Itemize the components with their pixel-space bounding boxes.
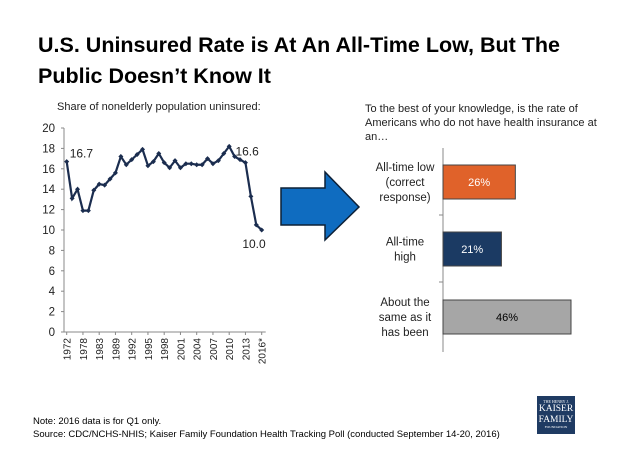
data-point: [183, 161, 189, 167]
bar-value-label: 21%: [461, 244, 483, 256]
data-point: [188, 161, 194, 167]
x-tick-label: 2010: [225, 338, 236, 361]
x-tick-label: 2004: [193, 338, 204, 361]
data-label: 16.7: [70, 147, 94, 161]
data-point: [237, 157, 243, 163]
data-point: [145, 163, 151, 169]
data-point: [161, 160, 167, 166]
bar-value-label: 26%: [468, 177, 490, 189]
bar-category-label: response): [379, 192, 430, 204]
source-text: Source: CDC/NCHS-NHIS; Kaiser Family Fou…: [33, 429, 500, 440]
y-tick-label: 8: [49, 245, 55, 257]
data-point: [75, 186, 81, 192]
y-tick-label: 0: [49, 327, 55, 339]
logo-text: KAISER: [538, 404, 574, 414]
data-point: [221, 151, 227, 156]
note-text: Note: 2016 data is for Q1 only.: [33, 416, 162, 427]
right-arrow-icon: [280, 170, 361, 242]
uninsured-rate-line: [65, 144, 263, 231]
bar: [442, 164, 516, 200]
logo-text: THE HENRY J.: [543, 399, 569, 404]
y-tick-label: 2: [49, 307, 55, 319]
bar-category-label: About the: [380, 297, 429, 309]
data-label: 10.0: [242, 237, 266, 251]
data-point: [129, 157, 135, 163]
data-point: [242, 160, 248, 166]
data-point: [156, 151, 162, 156]
x-tick-label: 2016*: [258, 338, 269, 364]
logo-text: FAMILY: [538, 414, 574, 425]
data-point: [64, 159, 70, 165]
data-point: [259, 227, 265, 233]
y-tick-label: 12: [42, 205, 55, 217]
data-point: [69, 195, 75, 201]
bar: [442, 231, 502, 267]
x-tick-label: 1983: [95, 338, 106, 361]
data-point: [80, 208, 86, 214]
x-tick-label: 1989: [111, 338, 122, 361]
footnotes: Note: 2016 data is for Q1 only. Source: …: [33, 415, 500, 441]
data-point: [210, 161, 216, 167]
bar-category-label: All-time: [386, 237, 424, 249]
data-point: [205, 156, 211, 162]
bar-category-label: All-time low: [376, 162, 435, 174]
y-tick-label: 6: [49, 266, 55, 278]
data-point: [248, 193, 254, 199]
y-tick-label: 14: [42, 184, 55, 196]
data-point: [118, 154, 124, 160]
data-point: [194, 162, 200, 168]
data-point: [167, 165, 173, 171]
data-point: [102, 182, 108, 188]
data-point: [112, 170, 118, 176]
y-tick-label: 16: [42, 164, 55, 176]
data-point: [85, 208, 91, 214]
data-point: [123, 162, 129, 168]
bar-category-label: has been: [381, 327, 428, 339]
data-point: [172, 158, 178, 164]
line-chart-title: Share of nonelderly population uninsured…: [57, 101, 261, 113]
kff-logo: THE HENRY J. KAISER FAMILY FOUNDATION: [537, 396, 575, 434]
data-point: [91, 187, 97, 193]
data-point: [107, 176, 113, 182]
y-tick-label: 10: [42, 225, 55, 237]
x-tick-label: 1978: [79, 338, 90, 361]
logo-text: FOUNDATION: [544, 425, 568, 429]
x-tick-label: 1992: [128, 338, 139, 361]
data-point: [140, 146, 146, 152]
bar-category-label: high: [394, 252, 416, 264]
data-point: [215, 158, 221, 164]
data-point: [199, 162, 205, 168]
x-tick-label: 1998: [160, 338, 171, 361]
bar-value-label: 46%: [496, 312, 518, 324]
data-point: [96, 181, 102, 187]
bar: [442, 299, 572, 335]
data-point: [177, 165, 183, 171]
y-tick-label: 4: [49, 286, 56, 298]
x-tick-label: 2013: [241, 338, 252, 361]
bar-category-label: same as it: [379, 312, 432, 324]
data-point: [226, 143, 232, 149]
x-tick-label: 2007: [209, 338, 220, 361]
bar-category-label: (correct: [386, 177, 426, 189]
y-tick-label: 20: [42, 123, 55, 135]
data-point: [150, 159, 156, 165]
x-tick-label: 2001: [176, 338, 187, 361]
bar-chart-question: To the best of your knowledge, is the ra…: [365, 103, 597, 143]
x-tick-label: 1995: [144, 338, 155, 361]
data-point: [232, 154, 238, 160]
slide-title: U.S. Uninsured Rate is At An All-Time Lo…: [38, 33, 561, 88]
data-point: [134, 152, 140, 158]
data-label: 16.6: [235, 145, 259, 159]
data-point: [253, 222, 259, 228]
x-tick-label: 1972: [63, 338, 74, 361]
y-tick-label: 18: [42, 143, 55, 155]
